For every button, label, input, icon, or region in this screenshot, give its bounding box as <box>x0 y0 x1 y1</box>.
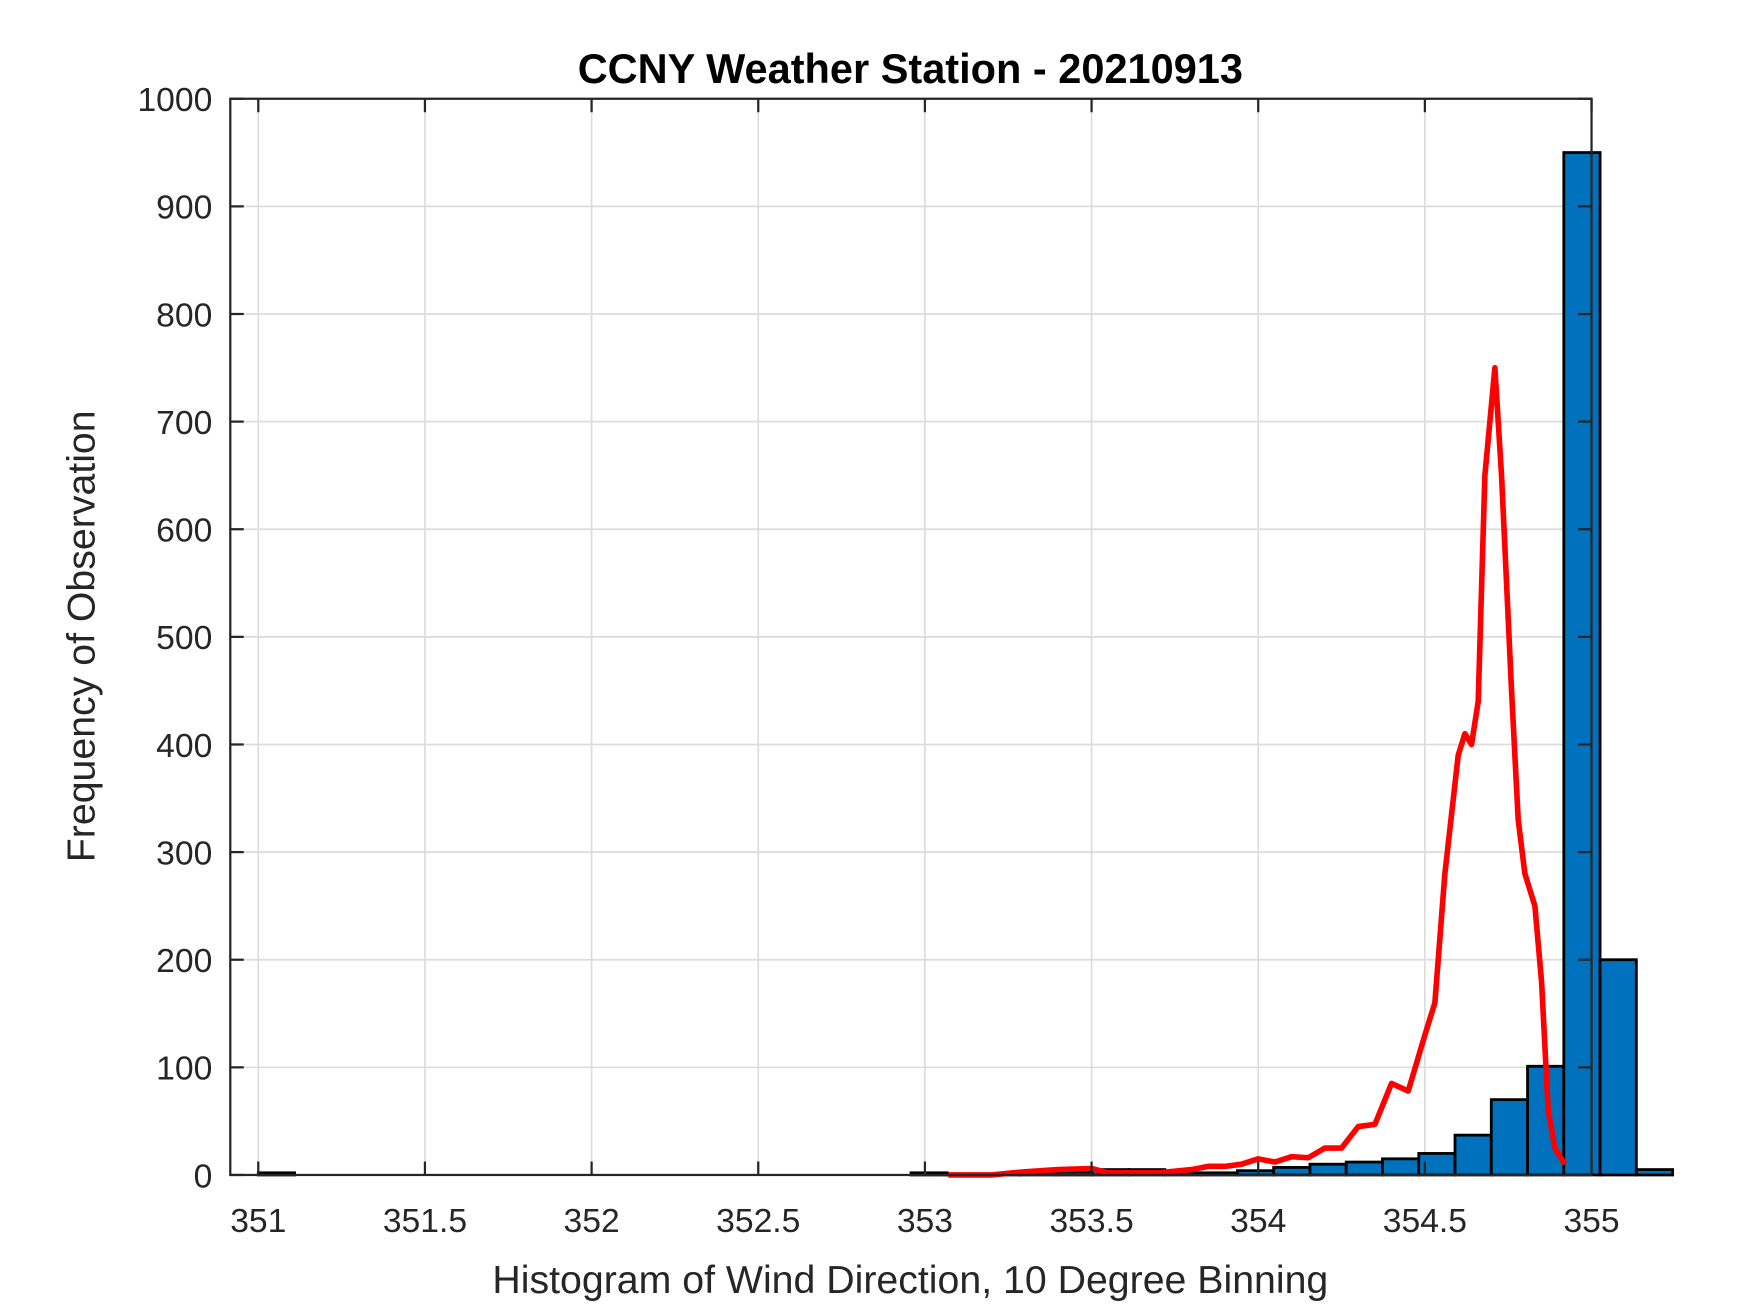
x-axis-label: Histogram of Wind Direction, 10 Degree B… <box>492 1258 1328 1302</box>
x-tick-label: 352 <box>564 1203 620 1240</box>
density-curve <box>948 365 1568 1178</box>
y-tick-label: 100 <box>156 1051 212 1088</box>
x-tick-label: 354.5 <box>1383 1203 1467 1240</box>
histogram-bar <box>1381 1157 1421 1177</box>
histogram-bar <box>1598 958 1638 1177</box>
y-tick-label: 400 <box>156 728 212 765</box>
ticks: 351 351.5 352 352.5 353 353.5 354 354.5 355 0 100 2… <box>137 82 1619 1240</box>
x-tick-label: 355 <box>1563 1203 1619 1240</box>
y-tick-label: 900 <box>156 190 212 227</box>
x-tick-label: 351.5 <box>383 1203 467 1240</box>
histogram-bar <box>1489 1098 1529 1177</box>
histogram-bar <box>1562 151 1602 1177</box>
y-tick-label: 500 <box>156 620 212 657</box>
histogram-bar <box>1453 1133 1493 1177</box>
y-tick-label: 800 <box>156 297 212 334</box>
x-tick-label: 352.5 <box>716 1203 800 1240</box>
histogram-bar <box>1344 1160 1384 1177</box>
histogram-bar <box>1634 1168 1675 1177</box>
x-tick-label: 353.5 <box>1049 1203 1133 1240</box>
x-tick-label: 353 <box>897 1203 953 1240</box>
y-tick-label: 0 <box>194 1158 213 1195</box>
y-tick-label: 600 <box>156 513 212 550</box>
x-tick-label: 354 <box>1230 1203 1286 1240</box>
grid <box>230 97 1593 1176</box>
x-tick-label: 351 <box>230 1203 286 1240</box>
histogram-bar <box>1308 1162 1348 1177</box>
y-tick-label: 1000 <box>137 82 212 119</box>
y-axis-label: Frequency of Observation <box>59 410 103 862</box>
chart-title: CCNY Weather Station - 20210913 <box>578 45 1243 92</box>
y-tick-label: 700 <box>156 405 212 442</box>
histogram-bar <box>1272 1166 1312 1177</box>
y-tick-label: 200 <box>156 943 212 980</box>
y-tick-label: 300 <box>156 835 212 872</box>
